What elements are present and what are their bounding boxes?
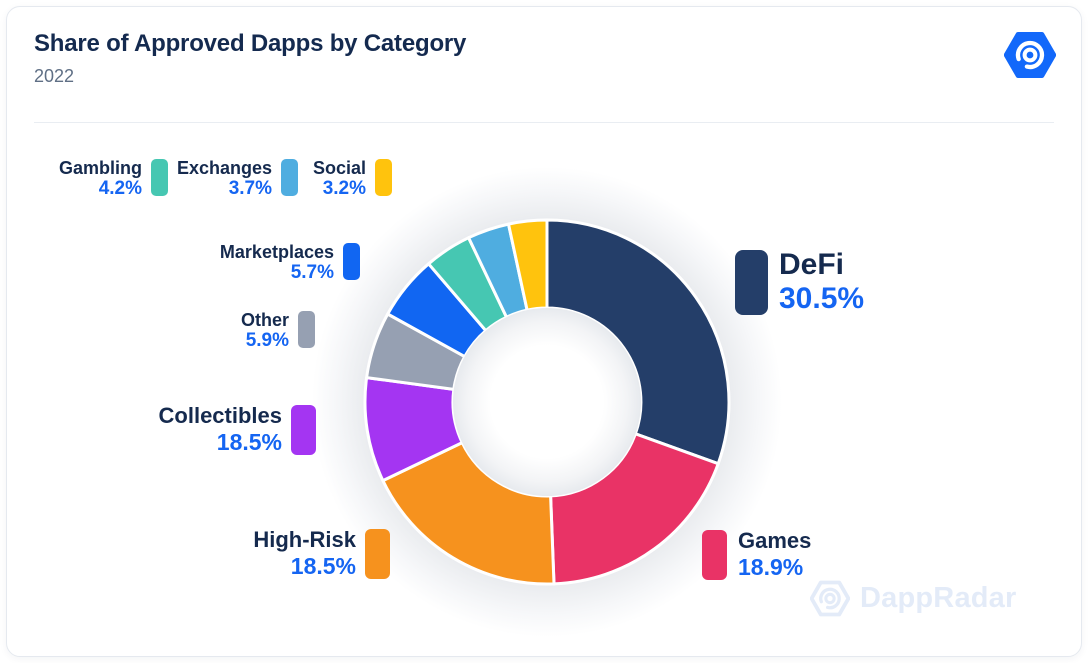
callout-other: Other 5.9%: [241, 310, 315, 352]
category-percent-defi: 30.5%: [779, 281, 865, 315]
legend-swatch-defi: [735, 250, 768, 315]
category-percent-gambling: 4.2%: [98, 178, 142, 200]
donut-hole: [453, 308, 641, 496]
callout-defi: DeFi 30.5%: [735, 248, 864, 316]
category-percent-high-risk: 18.5%: [290, 552, 356, 579]
legend-swatch-gambling: [151, 159, 168, 196]
category-label-gambling: Gambling: [58, 158, 142, 178]
category-label-social: Social: [312, 158, 366, 178]
category-label-games: Games: [738, 528, 812, 553]
callout-gambling: Gambling 4.2%: [59, 158, 168, 200]
category-percent-social: 3.2%: [322, 178, 366, 200]
callout-high-risk: High-Risk 18.5%: [253, 527, 390, 579]
category-percent-marketplaces: 5.7%: [290, 262, 334, 284]
callout-marketplaces: Marketplaces 5.7%: [220, 242, 360, 284]
category-percent-exchanges: 3.7%: [228, 178, 272, 200]
callout-collectibles: Collectibles 18.5%: [158, 403, 316, 455]
category-label-other: Other: [240, 310, 289, 330]
category-label-high-risk: High-Risk: [253, 527, 356, 552]
category-percent-games: 18.9%: [738, 553, 804, 580]
header-divider: [34, 122, 1054, 123]
callout-games: Games 18.9%: [702, 528, 812, 580]
legend-swatch-marketplaces: [343, 243, 360, 280]
category-label-collectibles: Collectibles: [158, 403, 282, 428]
page-subtitle: 2022: [34, 66, 75, 86]
watermark: DappRadar: [810, 580, 1017, 617]
callout-social: Social 3.2%: [313, 158, 392, 200]
legend-swatch-games: [702, 530, 727, 580]
legend-swatch-collectibles: [291, 405, 316, 455]
watermark-text: DappRadar: [860, 582, 1017, 614]
dappradar-logo-icon: [1004, 31, 1056, 79]
legend-swatch-other: [298, 311, 315, 348]
legend-swatch-high-risk: [365, 529, 390, 579]
category-label-defi: DeFi: [779, 248, 845, 281]
page-title: Share of Approved Dapps by Category: [34, 30, 467, 57]
category-percent-collectibles: 18.5%: [216, 428, 282, 455]
legend-swatch-social: [375, 159, 392, 196]
category-label-marketplaces: Marketplaces: [219, 242, 334, 262]
category-percent-other: 5.9%: [245, 330, 289, 352]
legend-swatch-exchanges: [281, 159, 298, 196]
callout-exchanges: Exchanges 3.7%: [177, 158, 298, 200]
watermark-logo-icon: [810, 580, 850, 617]
category-label-exchanges: Exchanges: [176, 158, 272, 178]
